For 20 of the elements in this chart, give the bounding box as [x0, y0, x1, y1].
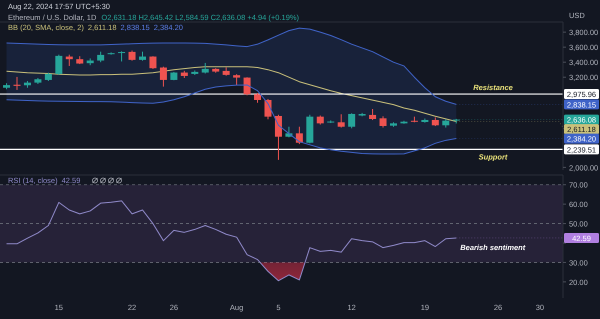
candlestick [55, 54, 62, 76]
candlestick [369, 108, 376, 121]
candlestick [97, 51, 104, 63]
candlestick [202, 62, 209, 74]
candlestick [118, 50, 126, 62]
candlestick [128, 50, 136, 62]
candlestick [338, 114, 345, 128]
candlestick [149, 56, 156, 70]
candlestick [13, 76, 20, 90]
candlestick [160, 66, 167, 88]
candlestick [66, 54, 73, 66]
candlestick [348, 112, 356, 129]
candlestick [274, 114, 282, 160]
candlestick [244, 76, 251, 96]
candlestick [380, 116, 387, 128]
candlestick [254, 92, 262, 104]
candlestick [138, 51, 146, 62]
line-series [6, 200, 457, 282]
candlestick [233, 74, 240, 86]
candlestick [316, 115, 324, 126]
